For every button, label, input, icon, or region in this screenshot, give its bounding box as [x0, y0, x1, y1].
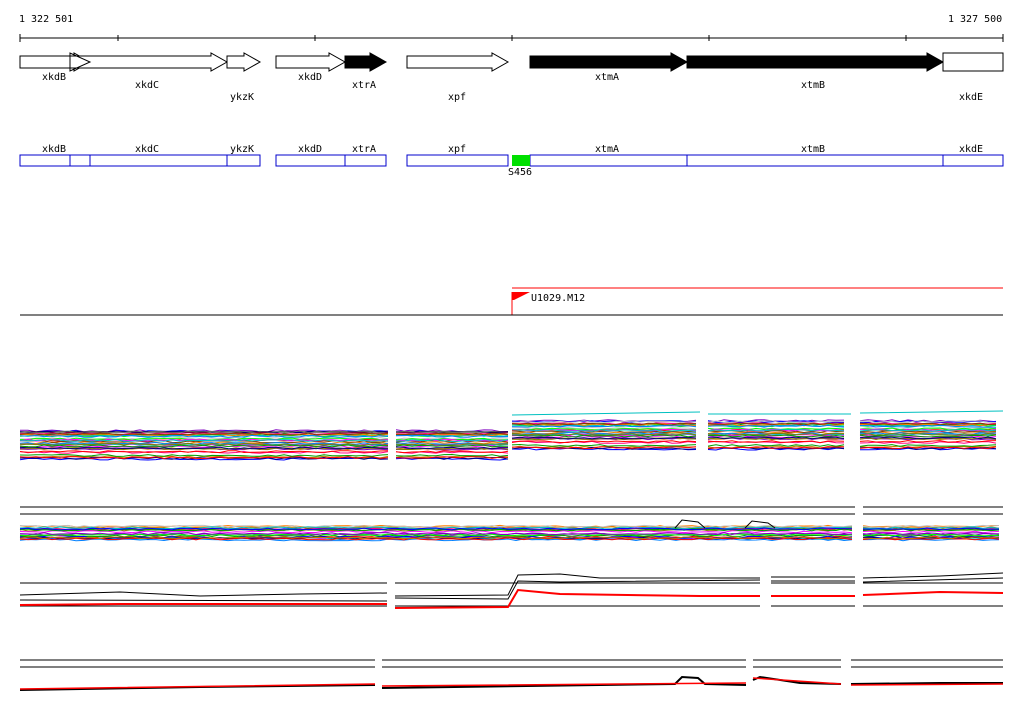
segment-label[interactable]: xkdB: [42, 144, 67, 155]
segment-box-track: [19, 154, 1004, 167]
gene-arrow-xkdC[interactable]: [69, 52, 229, 72]
gene-label[interactable]: xkdB: [42, 72, 67, 83]
segment-label[interactable]: xtrA: [352, 144, 377, 155]
segment-label[interactable]: xkdD: [298, 144, 323, 155]
gene-label[interactable]: ykzK: [230, 92, 255, 103]
gene-arrow-xtmB[interactable]: [686, 52, 945, 72]
expression-track-4: [19, 659, 1004, 691]
transcript-flag-icon[interactable]: [512, 292, 530, 300]
coordinate-ruler: [19, 34, 1004, 42]
transcript-track: [20, 287, 1003, 316]
transcript-label[interactable]: U1029.M12: [531, 293, 586, 304]
gene-arrow-xkdE[interactable]: [942, 52, 1004, 72]
gene-arrow-xpf[interactable]: [406, 52, 510, 72]
marker-label: S456: [508, 167, 533, 178]
gene-arrow-track: [19, 52, 1004, 72]
gene-arrow-xkdD[interactable]: [275, 52, 347, 72]
gene-label[interactable]: xtmB: [801, 80, 826, 91]
gene-arrow-ykzK[interactable]: [226, 52, 262, 72]
expression-track-2: [19, 506, 1003, 542]
gene-label[interactable]: xtrA: [352, 80, 377, 91]
segment-box-xtmA[interactable]: [530, 155, 687, 166]
gene-arrow-xtrA[interactable]: [344, 52, 388, 72]
segment-box-xtrA[interactable]: [345, 155, 386, 166]
segment-label[interactable]: xtmB: [801, 144, 826, 155]
segment-label[interactable]: xkdC: [135, 144, 160, 155]
gene-arrow-xtmA[interactable]: [529, 52, 689, 72]
segment-label[interactable]: ykzK: [230, 144, 255, 155]
segment-box-xpf[interactable]: [407, 155, 508, 166]
segment-label[interactable]: xpf: [448, 144, 467, 155]
expression-track-3: [19, 572, 1004, 609]
marker-box[interactable]: [512, 155, 530, 166]
segment-box-xkdC[interactable]: [70, 155, 227, 166]
gene-label[interactable]: xkdC: [135, 80, 160, 91]
segment-box-ykzK[interactable]: [227, 155, 260, 166]
segment-box-xkdE[interactable]: [943, 155, 1003, 166]
gene-label[interactable]: xpf: [448, 92, 467, 103]
segment-label[interactable]: xkdE: [959, 144, 984, 155]
segment-box-xkdD[interactable]: [276, 155, 345, 166]
coordinate-start: 1 322 501: [19, 14, 74, 25]
gene-label[interactable]: xtmA: [595, 72, 620, 83]
gene-label[interactable]: xkdD: [298, 72, 323, 83]
gene-label[interactable]: xkdE: [959, 92, 984, 103]
segment-label[interactable]: xtmA: [595, 144, 620, 155]
segment-box-xtmB[interactable]: [687, 155, 943, 166]
expression-track-1: [19, 410, 1004, 461]
coordinate-end: 1 327 500: [948, 14, 1003, 25]
